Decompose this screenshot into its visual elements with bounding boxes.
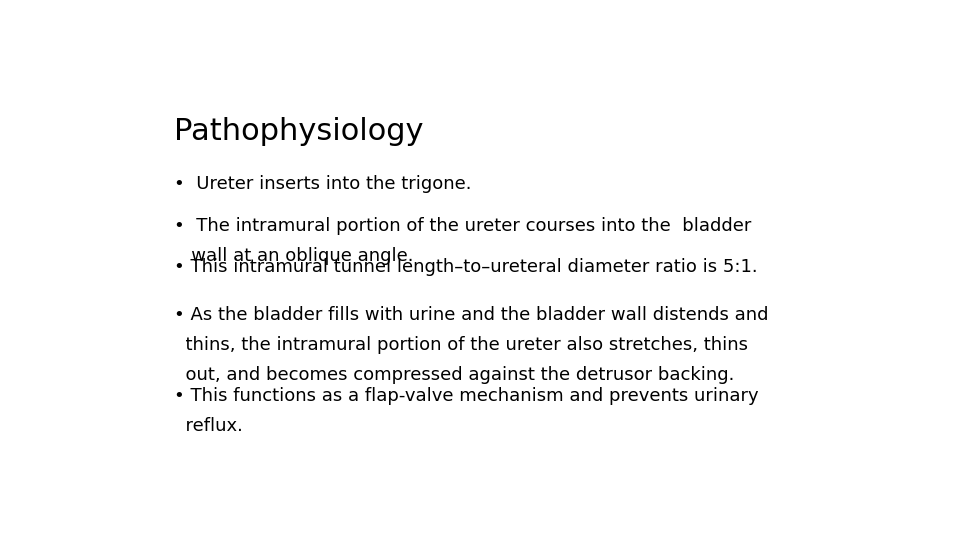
Text: thins, the intramural portion of the ureter also stretches, thins: thins, the intramural portion of the ure… <box>175 336 748 354</box>
Text: • This functions as a flap-valve mechanism and prevents urinary: • This functions as a flap-valve mechani… <box>175 387 759 405</box>
Text: Pathophysiology: Pathophysiology <box>175 117 423 146</box>
Text: • As the bladder fills with urine and the bladder wall distends and: • As the bladder fills with urine and th… <box>175 306 769 324</box>
Text: •  The intramural portion of the ureter courses into the  bladder: • The intramural portion of the ureter c… <box>175 217 752 234</box>
Text: wall at an oblique angle.: wall at an oblique angle. <box>175 246 414 265</box>
Text: • This intramural tunnel length–to–ureteral diameter ratio is 5:1.: • This intramural tunnel length–to–urete… <box>175 258 758 276</box>
Text: reflux.: reflux. <box>175 417 243 435</box>
Text: out, and becomes compressed against the detrusor backing.: out, and becomes compressed against the … <box>175 366 734 384</box>
Text: •  Ureter inserts into the trigone.: • Ureter inserts into the trigone. <box>175 175 471 193</box>
